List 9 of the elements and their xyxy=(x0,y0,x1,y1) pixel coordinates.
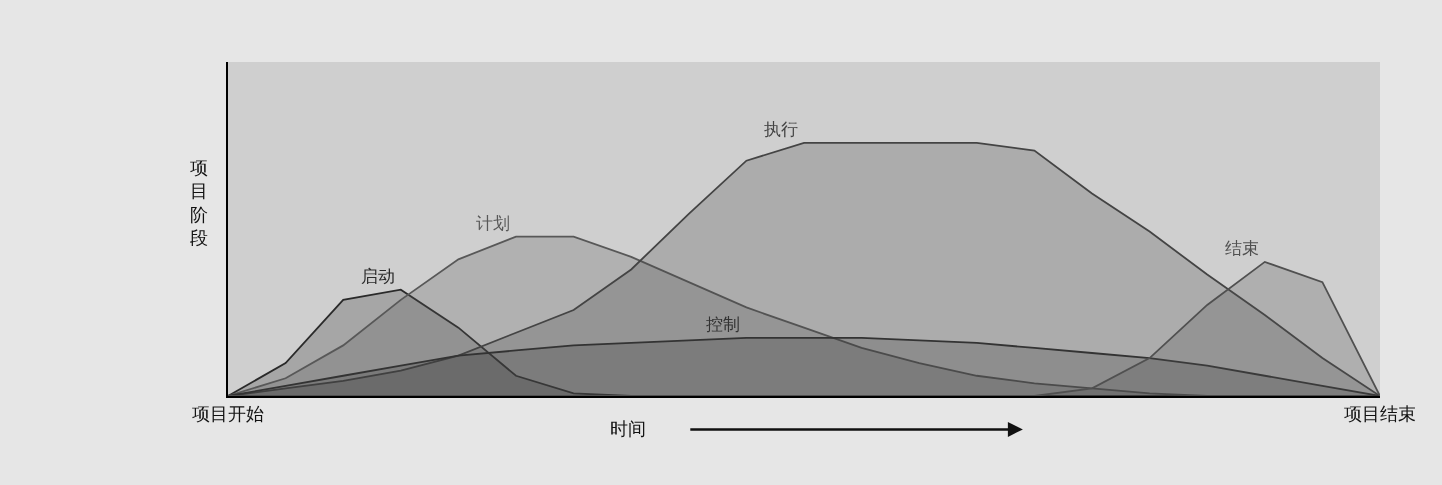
y-axis-title: 项目阶段 xyxy=(190,158,208,249)
x-tick-label: 项目结束 xyxy=(1344,403,1416,424)
series-label: 启动 xyxy=(361,267,395,286)
series-label: 控制 xyxy=(706,315,740,334)
series-label: 执行 xyxy=(764,120,798,139)
x-tick-label: 项目开始 xyxy=(192,403,264,424)
series-label: 结束 xyxy=(1225,239,1259,258)
x-axis-title: 时间 xyxy=(610,419,646,439)
series-label: 计划 xyxy=(476,214,510,233)
